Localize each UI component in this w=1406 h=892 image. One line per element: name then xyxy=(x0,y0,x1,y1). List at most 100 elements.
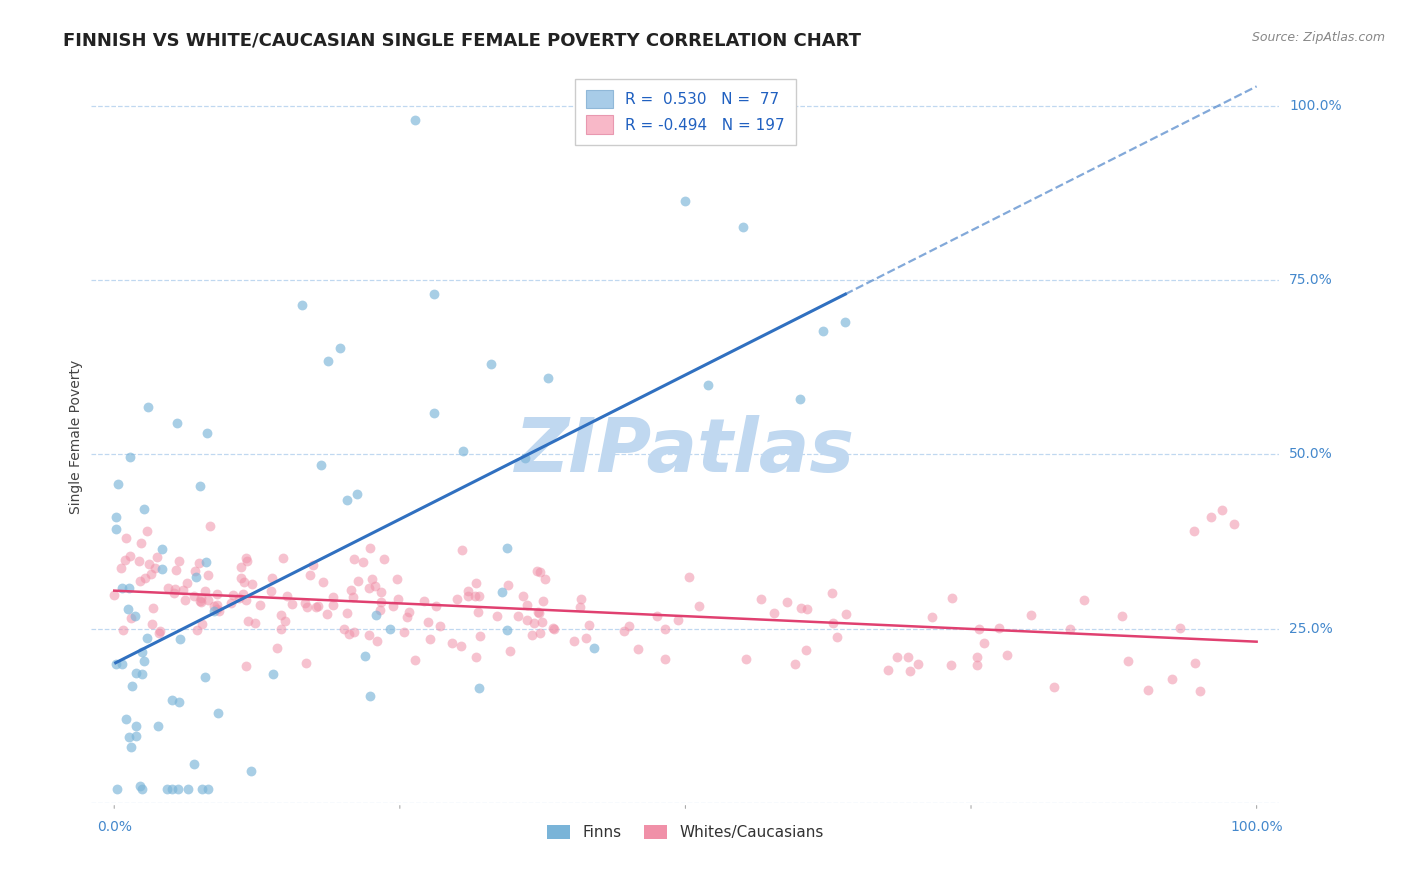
Point xyxy=(129,536,152,550)
Text: 0.0%: 0.0% xyxy=(97,820,132,834)
Point xyxy=(176,576,198,591)
Point xyxy=(1188,684,1211,698)
Point xyxy=(190,594,212,608)
Point xyxy=(973,635,995,649)
Point xyxy=(582,641,605,656)
Point xyxy=(114,712,136,726)
Point xyxy=(187,556,209,570)
Point xyxy=(821,586,844,600)
Point xyxy=(811,324,834,338)
Point xyxy=(1168,621,1191,635)
Point xyxy=(186,624,208,638)
Point xyxy=(235,550,257,565)
Point xyxy=(645,608,668,623)
Point xyxy=(339,582,361,597)
Point xyxy=(529,565,551,579)
Point xyxy=(202,604,225,618)
Point xyxy=(316,607,339,621)
Point xyxy=(167,781,190,796)
Point xyxy=(516,613,538,627)
Point xyxy=(231,560,253,574)
Point xyxy=(131,667,153,681)
Point xyxy=(966,658,988,673)
Point xyxy=(531,594,554,608)
Point xyxy=(491,585,513,599)
Point xyxy=(177,781,200,796)
Point xyxy=(897,649,920,664)
Point xyxy=(734,652,756,666)
Point xyxy=(166,417,188,431)
Point xyxy=(270,622,292,636)
Point xyxy=(495,624,517,638)
Point xyxy=(104,509,127,524)
Text: 100.0%: 100.0% xyxy=(1230,820,1282,834)
Point xyxy=(398,605,420,619)
Point xyxy=(141,617,163,632)
Point xyxy=(520,627,543,641)
Point xyxy=(673,194,696,208)
Point xyxy=(143,560,166,574)
Point xyxy=(343,625,366,640)
Point xyxy=(515,450,537,465)
Text: 25.0%: 25.0% xyxy=(1289,622,1333,636)
Point xyxy=(260,584,283,599)
Point xyxy=(749,592,772,607)
Point xyxy=(1116,654,1139,668)
Point xyxy=(423,406,446,420)
Point xyxy=(941,591,963,606)
Point xyxy=(156,781,179,796)
Point xyxy=(467,605,489,619)
Point xyxy=(337,627,360,641)
Point xyxy=(235,554,257,568)
Point xyxy=(654,622,676,636)
Point xyxy=(266,640,288,655)
Point xyxy=(789,392,811,406)
Point xyxy=(578,618,600,632)
Point xyxy=(368,603,391,617)
Point xyxy=(385,572,408,586)
Point xyxy=(359,541,381,556)
Point xyxy=(114,531,136,545)
Point xyxy=(271,551,294,566)
Point xyxy=(142,600,165,615)
Point xyxy=(523,615,546,630)
Point xyxy=(921,610,943,624)
Point xyxy=(359,581,381,595)
Point xyxy=(131,645,153,659)
Point xyxy=(530,615,553,630)
Point xyxy=(512,589,534,603)
Point xyxy=(197,781,219,796)
Point xyxy=(440,635,463,649)
Point xyxy=(205,586,228,600)
Point xyxy=(537,371,560,385)
Point xyxy=(148,625,170,640)
Point xyxy=(835,607,858,621)
Point xyxy=(183,757,205,772)
Point xyxy=(240,577,263,591)
Point xyxy=(825,630,848,644)
Point xyxy=(762,607,785,621)
Point xyxy=(413,594,436,608)
Point xyxy=(418,615,440,630)
Point xyxy=(359,689,381,703)
Point xyxy=(301,558,323,572)
Point xyxy=(907,657,929,671)
Point xyxy=(1199,510,1222,524)
Point xyxy=(366,634,388,648)
Point xyxy=(526,564,548,578)
Point xyxy=(396,609,419,624)
Point xyxy=(1111,608,1133,623)
Point xyxy=(148,719,170,733)
Point xyxy=(270,608,292,623)
Point xyxy=(173,593,195,607)
Point xyxy=(281,597,304,611)
Point xyxy=(1160,672,1182,686)
Point xyxy=(150,542,173,557)
Point xyxy=(104,657,127,672)
Point xyxy=(877,663,900,677)
Point xyxy=(312,574,335,589)
Point xyxy=(219,596,242,610)
Point xyxy=(486,609,509,624)
Point xyxy=(988,621,1011,635)
Point xyxy=(232,587,254,601)
